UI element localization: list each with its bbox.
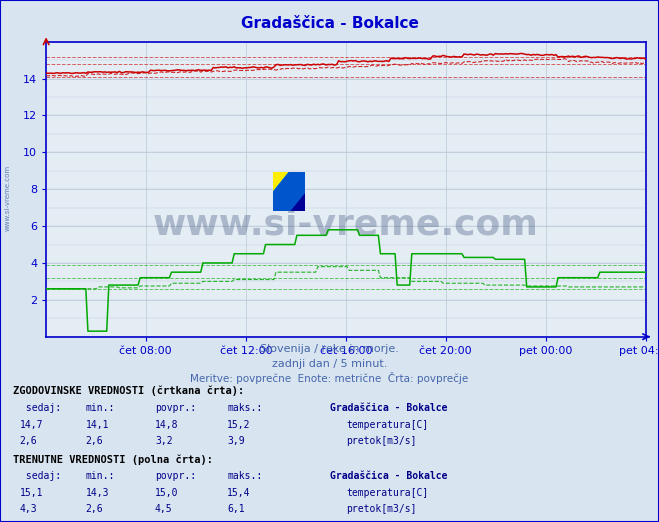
Polygon shape [273,172,289,192]
Text: temperatura[C]: temperatura[C] [346,488,428,499]
Text: 14,7: 14,7 [20,420,43,430]
Text: maks.:: maks.: [227,403,262,413]
Text: TRENUTNE VREDNOSTI (polna črta):: TRENUTNE VREDNOSTI (polna črta): [13,454,213,465]
Text: 2,6: 2,6 [86,504,103,514]
Text: 15,4: 15,4 [227,488,251,499]
Text: zadnji dan / 5 minut.: zadnji dan / 5 minut. [272,359,387,369]
Text: min.:: min.: [86,471,115,481]
Text: maks.:: maks.: [227,471,262,481]
Text: 3,2: 3,2 [155,436,173,446]
Text: sedaj:: sedaj: [20,471,61,481]
Text: www.si-vreme.com: www.si-vreme.com [153,208,539,242]
Polygon shape [289,192,305,211]
Text: temperatura[C]: temperatura[C] [346,420,428,430]
Text: 3,9: 3,9 [227,436,245,446]
Text: Gradaščica - Bokalce: Gradaščica - Bokalce [241,16,418,31]
Text: pretok[m3/s]: pretok[m3/s] [346,436,416,446]
Text: Meritve: povprečne  Enote: metrične  Črta: povprečje: Meritve: povprečne Enote: metrične Črta:… [190,372,469,384]
Text: povpr.:: povpr.: [155,471,196,481]
Text: Slovenija / reke in morje.: Slovenija / reke in morje. [260,345,399,354]
Text: 6,1: 6,1 [227,504,245,514]
Text: 2,6: 2,6 [86,436,103,446]
Text: 4,5: 4,5 [155,504,173,514]
Text: 15,1: 15,1 [20,488,43,499]
Text: 14,1: 14,1 [86,420,109,430]
Text: www.si-vreme.com: www.si-vreme.com [5,165,11,231]
Text: Gradaščica - Bokalce: Gradaščica - Bokalce [330,471,447,481]
Text: Gradaščica - Bokalce: Gradaščica - Bokalce [330,403,447,413]
Text: 2,6: 2,6 [20,436,38,446]
Text: ZGODOVINSKE VREDNOSTI (črtkana črta):: ZGODOVINSKE VREDNOSTI (črtkana črta): [13,386,244,396]
Text: min.:: min.: [86,403,115,413]
Polygon shape [273,172,305,211]
Polygon shape [273,172,305,211]
Text: 15,2: 15,2 [227,420,251,430]
Text: 14,8: 14,8 [155,420,179,430]
Text: 4,3: 4,3 [20,504,38,514]
Text: povpr.:: povpr.: [155,403,196,413]
Text: 14,3: 14,3 [86,488,109,499]
Text: 15,0: 15,0 [155,488,179,499]
Text: sedaj:: sedaj: [20,403,61,413]
Text: pretok[m3/s]: pretok[m3/s] [346,504,416,514]
